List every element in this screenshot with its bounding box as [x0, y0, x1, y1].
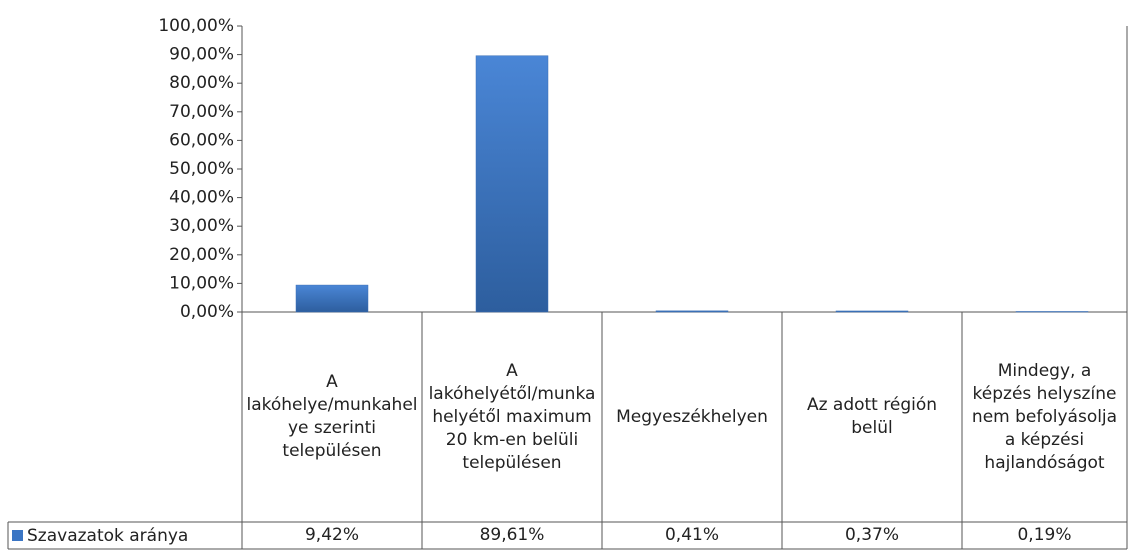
bar: [475, 55, 549, 313]
y-tick-label: 50,00%: [169, 159, 234, 179]
y-tick-label: 10,00%: [169, 273, 234, 293]
category-label: Megyeszékhelyen: [616, 406, 768, 427]
y-tick-label: 0,00%: [180, 302, 234, 322]
y-tick-label: 30,00%: [169, 216, 234, 236]
y-tick-label: 20,00%: [169, 245, 234, 265]
bar: [295, 284, 369, 313]
value-label: 89,61%: [479, 525, 545, 545]
value-label: 9,42%: [304, 525, 359, 545]
legend-label: Szavazatok aránya: [27, 526, 188, 546]
bar: [655, 310, 729, 313]
category-label: Az adott régión belül: [806, 395, 938, 438]
bar: [835, 310, 909, 313]
y-tick-label: 90,00%: [169, 45, 234, 65]
bar: [1015, 311, 1089, 313]
y-tick-label: 100,00%: [158, 16, 234, 36]
value-label: 0,37%: [844, 525, 899, 545]
y-tick-label: 80,00%: [169, 73, 234, 93]
y-tick-label: 70,00%: [169, 102, 234, 122]
y-tick-label: 60,00%: [169, 130, 234, 150]
category-label: Mindegy, a képzés helyszíne nem befolyás…: [971, 360, 1118, 473]
value-label: 0,19%: [1017, 525, 1072, 545]
value-label: 0,41%: [664, 525, 719, 545]
category-label: A lakóhelyétől/munkahelyétől maximum 20 …: [428, 360, 596, 473]
legend-swatch: [12, 530, 23, 541]
y-tick-label: 40,00%: [169, 188, 234, 208]
category-label: A lakóhelye/munkahelye szerinti települé…: [246, 372, 418, 461]
